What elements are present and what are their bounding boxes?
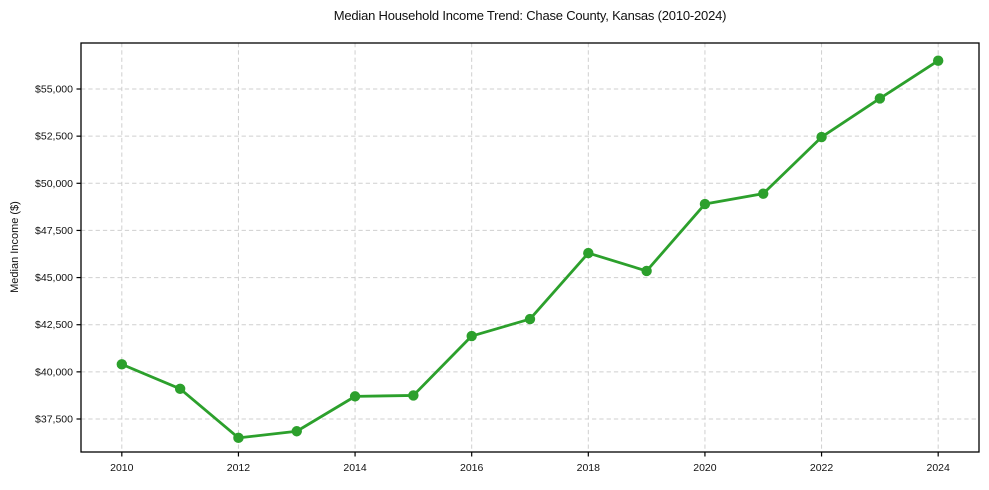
y-tick-label: $42,500	[35, 319, 73, 331]
data-point-marker	[116, 359, 128, 370]
data-point-marker	[874, 93, 886, 104]
y-tick-label: $40,000	[35, 366, 73, 378]
y-tick-label: $37,500	[35, 414, 73, 426]
y-tick-label: $50,000	[35, 178, 73, 190]
x-tick-label: 2010	[110, 462, 134, 474]
data-point-marker	[758, 188, 769, 199]
x-tick-label: 2016	[460, 462, 484, 474]
data-point-marker	[816, 131, 827, 143]
data-point-marker	[408, 390, 419, 401]
x-tick-label: 2018	[577, 462, 601, 474]
data-point-marker	[932, 55, 944, 66]
y-tick-label: $55,000	[35, 84, 73, 96]
data-point-marker	[174, 383, 186, 395]
data-point-marker	[466, 330, 477, 342]
x-tick-label: 2020	[693, 462, 717, 474]
data-point-marker	[233, 432, 244, 444]
x-tick-label: 2014	[343, 462, 367, 474]
y-tick-label: $47,500	[35, 225, 73, 237]
plot-border	[80, 42, 980, 453]
x-tick-label: 2024	[927, 462, 951, 474]
data-point-marker	[641, 265, 652, 277]
data-point-marker	[349, 391, 361, 402]
data-point-marker	[699, 198, 711, 210]
y-tick-label: $52,500	[35, 131, 73, 143]
data-point-marker	[583, 247, 594, 259]
data-point-marker	[524, 313, 536, 325]
data-point-marker	[291, 426, 302, 437]
x-tick-label: 2012	[227, 462, 251, 474]
income-trend-line	[120, 59, 940, 440]
y-tick-label: $45,000	[35, 272, 73, 284]
chart-title: Median Household Income Trend: Chase Cou…	[333, 8, 727, 23]
x-tick-label: 2022	[810, 462, 834, 474]
